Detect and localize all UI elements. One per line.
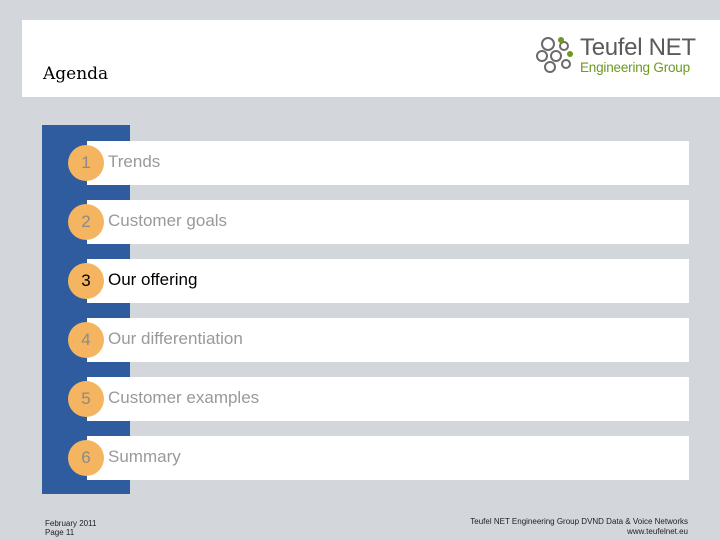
agenda-item-label: Our offering xyxy=(108,270,198,289)
agenda-number-badge: 4 xyxy=(68,322,104,358)
page-title: Agenda xyxy=(43,64,109,84)
agenda-item-label: Trends xyxy=(108,152,161,171)
agenda-item-customer-goals[interactable]: Customer goals xyxy=(87,200,689,244)
agenda-item-label: Customer goals xyxy=(108,211,228,230)
agenda-item-trends[interactable]: Trends xyxy=(87,141,689,185)
agenda-number-badge: 3 xyxy=(68,263,104,299)
agenda-item-label: Customer examples xyxy=(108,388,260,407)
logo-tagline: Engineering Group xyxy=(580,60,690,75)
footer-company-line: Teufel NET Engineering Group DVND Data &… xyxy=(470,517,688,526)
agenda-accent-bar xyxy=(42,125,130,494)
agenda-item-label: Our differentiation xyxy=(108,329,243,348)
agenda-number-badge: 1 xyxy=(68,145,104,181)
company-logo: Teufel NET Engineering Group xyxy=(534,32,710,78)
logo-name: Teufel NET xyxy=(580,34,696,61)
agenda-number-badge: 2 xyxy=(68,204,104,240)
footer-date-page: February 2011 Page 11 xyxy=(45,519,96,537)
agenda-item-our-differentiation[interactable]: Our differentiation xyxy=(87,318,689,362)
footer-date: February 2011 xyxy=(45,519,97,528)
footer-company: Teufel NET Engineering Group DVND Data &… xyxy=(470,517,688,537)
footer-url: www.teufelnet.eu xyxy=(627,527,688,536)
agenda-item-customer-examples[interactable]: Customer examples xyxy=(87,377,689,421)
agenda-number-badge: 5 xyxy=(68,381,104,417)
agenda-item-summary[interactable]: Summary xyxy=(87,436,689,480)
agenda-item-our-offering[interactable]: Our offering xyxy=(87,259,689,303)
agenda-item-label: Summary xyxy=(108,447,181,466)
agenda-number-badge: 6 xyxy=(68,440,104,476)
footer-page-number: Page 11 xyxy=(45,528,75,537)
header-bar: Agenda Teufel NET Engineering Group xyxy=(22,20,720,97)
logo-mark-icon xyxy=(536,37,573,73)
